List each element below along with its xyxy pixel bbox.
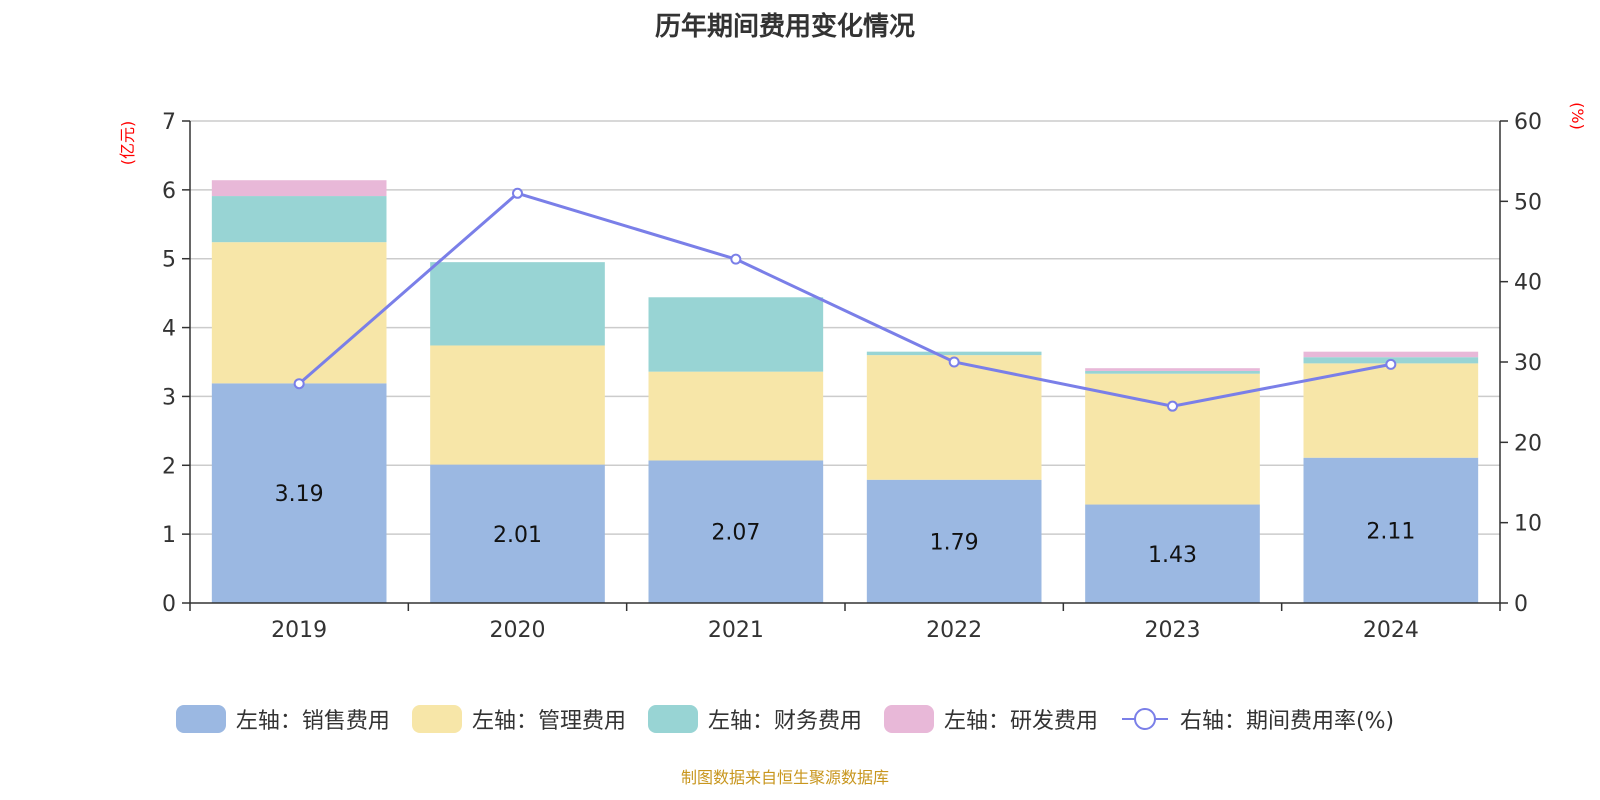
x-axis-tick-label: 2020: [490, 618, 546, 643]
data-label: 2.07: [711, 521, 760, 546]
source-note: 制图数据来自恒生聚源数据库: [680, 768, 889, 787]
bar-segment: [211, 196, 387, 243]
legend: 左轴：销售费用 左轴：管理费用 左轴：财务费用 左轴：研发费用 右轴：期间费用率(%): [0, 703, 1570, 735]
right-axis-tick-label: 20: [1514, 431, 1542, 456]
legend-item[interactable]: 左轴：销售费用: [175, 703, 390, 735]
bar-segment: [1085, 368, 1260, 371]
bar-segment: [648, 371, 824, 461]
x-axis-tick-label: 2019: [271, 618, 327, 643]
rate-point: [512, 187, 523, 199]
bar-segment: [211, 242, 387, 384]
legend-swatch: [647, 705, 698, 733]
chart-title: 历年期间费用变化情况: [654, 12, 915, 42]
bar-segment: [866, 355, 1042, 480]
right-axis-unit-label: (%): [1568, 102, 1587, 130]
data-label: 3.19: [275, 482, 324, 507]
rate-point: [293, 378, 305, 390]
data-label-layer: 3.19 2.01 2.07 1.79 1.43 2.11: [275, 482, 1416, 568]
legend-label: 左轴：研发费用: [943, 709, 1098, 734]
legend-swatch: [411, 705, 462, 733]
bar-segment: [211, 180, 387, 197]
bar-segment: [1303, 351, 1479, 358]
bar-segment: [1303, 363, 1479, 458]
legend-swatch: [883, 705, 934, 733]
legend-label: 左轴：管理费用: [471, 709, 626, 734]
left-axis-tick-label: 5: [162, 248, 176, 273]
legend-label: 左轴：财务费用: [707, 709, 862, 734]
left-axis-tick-label: 2: [162, 454, 176, 479]
rate-line: [298, 191, 1392, 408]
legend-label: 右轴：期间费用率(%): [1179, 709, 1395, 734]
left-axis-tick-label: 7: [162, 110, 176, 135]
left-axis-tick-label: 1: [162, 523, 176, 548]
bar-segment: [866, 351, 1042, 356]
right-axis-tick-label: 50: [1514, 190, 1542, 215]
bar-segment: [1085, 370, 1260, 374]
right-axis-tick-label: 30: [1514, 351, 1542, 376]
bar-layer: [211, 180, 1479, 603]
left-axis-tick-label: 0: [162, 592, 176, 617]
legend-swatch: [175, 705, 226, 733]
right-axis-tick-label: 10: [1514, 512, 1542, 537]
grid-lines: [190, 120, 1500, 535]
left-axis-tick-label: 3: [162, 385, 176, 410]
bar-segment: [211, 383, 387, 603]
x-axis-tick-label: 2022: [926, 618, 982, 643]
bar-segment: [648, 460, 824, 603]
bar-segment: [430, 464, 605, 603]
chart-plot: 0 1 2 3 4 5 6 7 0 10 20 30 40 50 60 2019 2020 2021 2022 202…: [118, 102, 1587, 643]
right-axis-tick-label: 60: [1514, 110, 1542, 135]
data-label: 1.79: [930, 530, 979, 555]
axes: 0 1 2 3 4 5 6 7 0 10 20 30 40 50 60 2019 2020 2021 2022 202…: [162, 110, 1542, 643]
bar-segment: [430, 262, 605, 346]
data-label: 2.01: [493, 523, 542, 548]
data-label: 1.43: [1148, 543, 1197, 568]
legend-item[interactable]: 左轴：财务费用: [647, 703, 862, 735]
bar-segment: [430, 345, 605, 465]
bar-segment: [1085, 504, 1260, 603]
x-axis-tick-label: 2021: [708, 618, 764, 643]
left-axis-tick-label: 6: [162, 179, 176, 204]
left-axis-tick-label: 4: [162, 317, 176, 342]
legend-item[interactable]: 左轴：研发费用: [883, 703, 1098, 735]
rate-line-layer: [293, 187, 1397, 412]
rate-point: [1167, 400, 1178, 412]
rate-point: [730, 253, 742, 265]
rate-point: [948, 356, 960, 368]
bar-segment: [1303, 457, 1479, 603]
legend-item[interactable]: 左轴：管理费用: [411, 703, 626, 735]
legend-line-marker: [1121, 708, 1168, 730]
right-axis-tick-label: 0: [1514, 592, 1528, 617]
data-label: 2.11: [1366, 519, 1415, 544]
legend-circle: [1133, 708, 1156, 730]
bar-segment: [648, 297, 824, 372]
legend-item[interactable]: 右轴：期间费用率(%): [1120, 703, 1394, 735]
right-axis-tick-label: 40: [1514, 271, 1542, 296]
left-axis-unit-label: (亿元): [118, 121, 137, 166]
x-axis-tick-label: 2023: [1145, 618, 1201, 643]
x-axis-tick-label: 2024: [1363, 618, 1419, 643]
legend-label: 左轴：销售费用: [235, 709, 390, 734]
rate-point: [1385, 358, 1397, 370]
bar-segment: [866, 479, 1042, 603]
